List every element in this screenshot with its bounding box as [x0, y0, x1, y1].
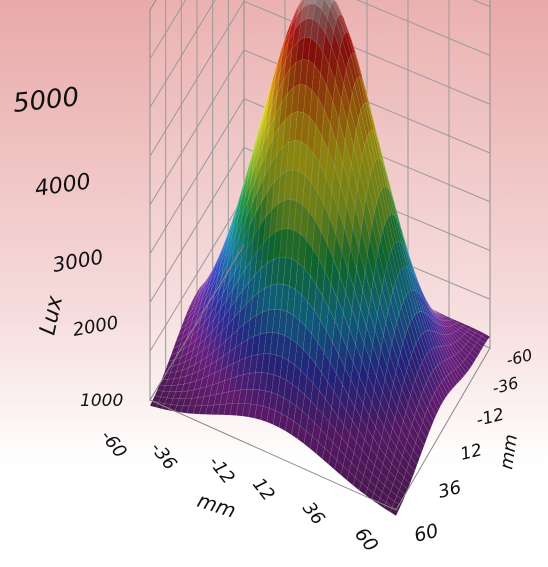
- y-axis-title: mm: [496, 433, 522, 471]
- surface-patch: [453, 368, 463, 382]
- surface-patch: [448, 372, 458, 387]
- surface-patch: [431, 392, 441, 412]
- surface-patch: [415, 435, 425, 453]
- wall-grid-horizontal: [243, 0, 491, 105]
- surface-patch: [434, 388, 444, 407]
- surface-patch: [299, 0, 304, 6]
- surface-patch: [478, 335, 488, 344]
- surface-patch: [401, 477, 411, 490]
- surface-patch: [441, 378, 451, 395]
- surface-mesh: [149, 0, 491, 516]
- surface-patch: [406, 463, 416, 478]
- surface-patch: [315, 0, 324, 10]
- surface-patch: [422, 414, 432, 434]
- wall-grid-horizontal: [149, 0, 187, 60]
- surface-patch: [394, 495, 404, 507]
- surface-patch: [457, 364, 467, 377]
- surface-patch: [424, 408, 434, 428]
- surface-patch: [460, 361, 470, 374]
- surface-patch: [436, 384, 446, 403]
- wall-grid-horizontal: [149, 49, 245, 206]
- surface-patch: [427, 402, 437, 422]
- surface-patch: [429, 397, 439, 417]
- wall-grid-horizontal: [149, 98, 245, 255]
- floor-edges: [149, 244, 491, 511]
- wall-grid-horizontal: [149, 147, 245, 303]
- wall-grid-horizontal: [149, 0, 216, 108]
- surface-patch: [446, 374, 456, 390]
- surface-patch: [438, 381, 448, 399]
- surface-patch: [417, 428, 427, 446]
- surface-patch: [302, 0, 311, 9]
- surface-patch: [464, 356, 474, 367]
- surface-patch: [462, 359, 472, 371]
- surface-patch: [403, 470, 413, 484]
- surface-patch: [410, 449, 420, 466]
- surface-patch: [481, 332, 491, 341]
- z-tick-1000: 1000: [80, 391, 123, 411]
- surface-patch: [413, 442, 423, 459]
- wall-grid-horizontal: [356, 0, 491, 56]
- wall-grid-horizontal: [149, 195, 245, 352]
- floor-outline: [149, 244, 491, 511]
- surface-patch: [308, 0, 317, 5]
- z-tick-5000: 5000: [12, 82, 81, 119]
- wall-grid-horizontal: [149, 0, 245, 157]
- surface-patch: [476, 338, 486, 348]
- surface-patch: [450, 370, 460, 384]
- surface-patch: [474, 342, 484, 352]
